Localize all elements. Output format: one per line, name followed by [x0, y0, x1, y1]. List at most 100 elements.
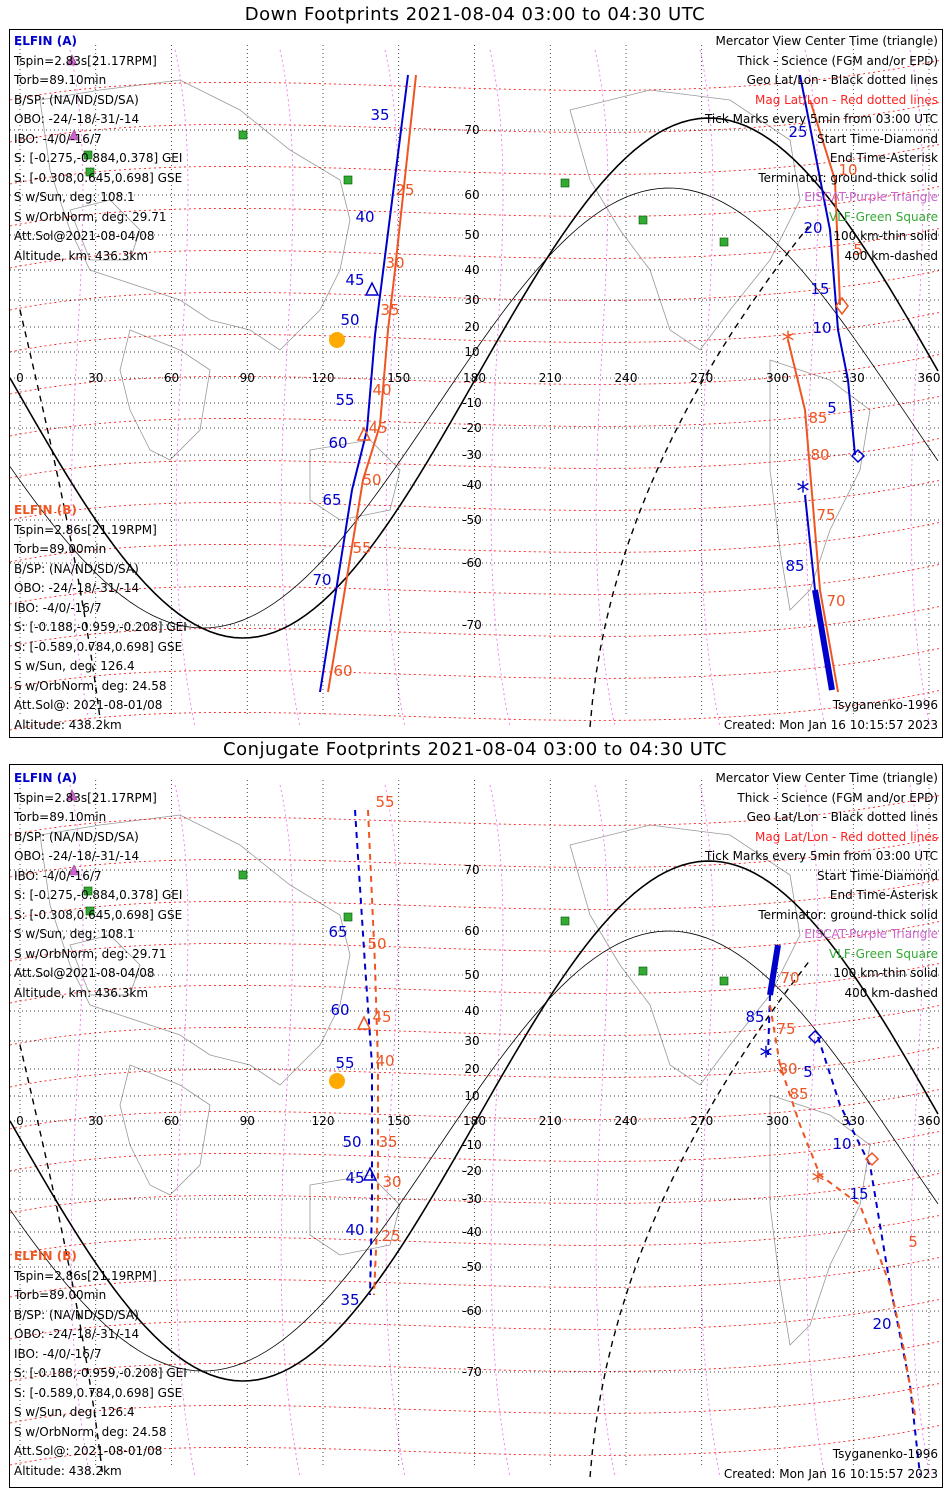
- legend-ticks: Tick Marks every 5min from 03:00 UTC: [704, 112, 938, 126]
- elfin-a-tick-label: 50: [340, 311, 359, 329]
- lon-tick-label: 120: [312, 371, 335, 385]
- lon-tick-label: 300: [766, 371, 789, 385]
- model-label: Tsyganenko-1996: [832, 1447, 938, 1461]
- elfin-b-header: ELFIN (B): [14, 1249, 77, 1263]
- elfin-b-tick-label: 30: [382, 1173, 401, 1191]
- info-line: S: [-0.308,0.645,0.698] GSE: [14, 170, 183, 185]
- vlf-station-marker: [83, 150, 93, 160]
- lat-tick-label: -30: [462, 448, 482, 462]
- info-line: S: [-0.188,-0.959,-0.208] GEI: [14, 1366, 187, 1380]
- info-line: Altitude: 438.2km: [14, 1463, 122, 1478]
- elfin-b-track-2b: [809, 99, 841, 306]
- elfin-a-start-diamond: [850, 448, 866, 464]
- lon-tick-label: 210: [539, 1114, 562, 1128]
- elfin-a-tick-label: 35: [340, 1291, 359, 1309]
- elfin-a-center-triangle: [362, 1166, 378, 1181]
- elfin-a-tick-label: 40: [345, 1221, 364, 1239]
- lon-tick-label: 60: [164, 1114, 179, 1128]
- mag-lat-line: [10, 395, 942, 437]
- elfin-b-tick-label: 5: [908, 1233, 918, 1251]
- elfin-b-tick-label: 25: [395, 181, 414, 199]
- lon-tick-label: 360: [918, 1114, 941, 1128]
- elfin-b-track-2: [769, 1004, 916, 1416]
- legend-center-time: Mercator View Center Time (triangle): [715, 34, 938, 48]
- legend-mag: Mag Lat/Lon - Red dotted lines: [754, 829, 938, 844]
- terminator-400km: [589, 225, 810, 728]
- info-line: IBO: -4/0/-16/7: [14, 600, 102, 615]
- info-line: S w/Sun, deg: 126.4: [14, 1405, 135, 1419]
- info-line: Att.Sol@: 2021-08-01/08: [14, 1444, 163, 1458]
- created-label: Created: Mon Jan 16 10:15:57 2023: [723, 1466, 938, 1481]
- land-outline: [39, 814, 351, 1086]
- lat-tick-label: 70: [464, 123, 479, 137]
- info-line: Altitude, km: 436.3km: [14, 985, 149, 1000]
- elfin-a-tick-label: 45: [345, 271, 364, 289]
- vlf-station-marker: [638, 966, 648, 976]
- elfin-b-end-asterisk: *: [812, 1167, 825, 1197]
- lat-tick-label: 20: [464, 1062, 479, 1076]
- legend-terminator: Terminator: ground-thick solid: [758, 907, 938, 922]
- elfin-a-tick-label: 55: [335, 1054, 354, 1072]
- lat-tick-label: -50: [462, 1260, 482, 1274]
- lat-tick-label: -70: [462, 1365, 482, 1379]
- land-outline: [69, 199, 141, 261]
- info-line: S w/Sun, deg: 108.1: [14, 927, 135, 941]
- lat-tick-label: 40: [464, 263, 479, 277]
- info-line: Altitude: 438.2km: [14, 717, 122, 732]
- info-line: Tspin=2.86s[21.19RPM]: [14, 522, 157, 537]
- elfin-b-start-diamond: [864, 1151, 880, 1167]
- vlf-station-marker: [719, 237, 729, 247]
- lat-tick-label: -50: [462, 513, 482, 527]
- elfin-a-start-diamond: [807, 1029, 823, 1045]
- elfin-a-tick-label: 40: [355, 208, 374, 226]
- elfin-a-tick-label: 20: [872, 1315, 891, 1333]
- lon-tick-label: 60: [164, 371, 179, 385]
- elfin-a-tick-label: 65: [328, 923, 347, 941]
- info-line: OBO: -24/-18/-31/-14: [14, 112, 140, 126]
- mag-lon-line: [174, 49, 196, 728]
- elfin-b-track: [327, 74, 417, 693]
- lat-tick-label: 30: [464, 1034, 479, 1048]
- lat-tick-label: 60: [464, 188, 479, 202]
- info-line: B/SP: (NA/ND/SD/SA): [14, 92, 139, 107]
- legend-vlf: VLF-Green Square: [829, 209, 938, 224]
- elfin-b-tick-label: 45: [368, 419, 387, 437]
- info-line: Altitude, km: 436.3km: [14, 248, 149, 263]
- terminator-100km: [10, 930, 939, 1372]
- lon-tick-label: 150: [387, 371, 410, 385]
- mag-lon-line: [489, 784, 511, 1478]
- lat-tick-label: -10: [462, 396, 482, 410]
- elfin-a-tick-label: 60: [330, 1001, 349, 1019]
- elfin-a-info: ELFIN (A) Tspin=2.83s[21.17RPM] Torb=89.…: [14, 32, 182, 266]
- elfin-b-info: ELFIN (B) Tspin=2.86s[21.19RPM] Torb=89.…: [14, 1247, 187, 1481]
- panel-title-down: Down Footprints 2021-08-04 03:00 to 04:3…: [244, 4, 706, 25]
- land-outline: [309, 1174, 401, 1256]
- elfin-a-tick-label: 10: [812, 319, 831, 337]
- elfin-a-track: [354, 809, 373, 1296]
- elfin-a-tick-label: 35: [370, 106, 389, 124]
- lat-tick-label: 50: [464, 968, 479, 982]
- lat-tick-label: 60: [464, 924, 479, 938]
- mag-lon-line: [804, 784, 826, 1478]
- elfin-b-tick-label: 70: [780, 969, 799, 987]
- eiscat-marker: [66, 54, 78, 66]
- elfin-a-end-asterisk: *: [760, 1042, 773, 1072]
- legend: Mercator View Center Time (triangle) Thi…: [705, 769, 938, 1003]
- map-canvas: 0 30 60 90 120 150 180 210 240 270 300 330 360 70 60 50…: [10, 45, 942, 731]
- elfin-b-tick-label: 10: [838, 161, 857, 179]
- lat-tick-label: 10: [464, 345, 479, 359]
- lat-tick-label: -60: [462, 1304, 482, 1318]
- info-line: OBO: -24/-18/-31/-14: [14, 849, 140, 863]
- elfin-b-center-triangle: [356, 1015, 372, 1030]
- vlf-station-marker: [238, 130, 248, 140]
- info-line: S: [-0.308,0.645,0.698] GSE: [14, 907, 183, 922]
- lat-tick-label: 50: [464, 228, 479, 242]
- lat-tick-label: -40: [462, 478, 482, 492]
- elfin-b-tick-label: 50: [362, 471, 381, 489]
- lat-tick-label: -30: [462, 1192, 482, 1206]
- mag-lat-line: [10, 836, 942, 878]
- elfin-a-center-triangle: [364, 281, 380, 296]
- legend-vlf: VLF-Green Square: [829, 946, 938, 961]
- elfin-b-tick-label: 55: [352, 539, 371, 557]
- lon-tick-label: 270: [690, 371, 713, 385]
